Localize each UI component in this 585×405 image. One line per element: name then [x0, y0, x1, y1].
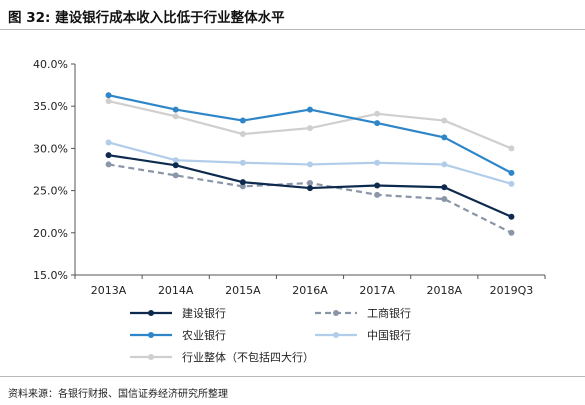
chart-area: 15.0% 20.0% 25.0% 30.0% 35.0% 40.0% 2013A 2014A…: [0, 30, 585, 375]
line-chart: 15.0% 20.0% 25.0% 30.0% 35.0% 40.0% 2013A 2014A…: [33, 58, 546, 364]
y-tick-label: 15.0%: [33, 269, 68, 282]
data-point: [441, 196, 448, 203]
source-note: 资料来源：各银行财报、国信证券经济研究所整理: [8, 389, 228, 400]
data-point: [239, 117, 246, 124]
data-point: [307, 180, 313, 187]
legend-swatch-marker: [148, 310, 154, 316]
data-point: [307, 185, 313, 192]
figure-title-bar: 图 32: 建设银行成本收入比低于行业整体水平: [0, 0, 585, 30]
source-divider: [0, 376, 585, 377]
data-point: [374, 110, 381, 117]
x-tick-label: 2018A: [427, 284, 463, 297]
data-point: [239, 159, 246, 166]
x-tick-label: 2016A: [292, 284, 328, 297]
legend-label: 中国银行: [367, 328, 411, 342]
data-point: [441, 117, 448, 124]
data-point: [239, 179, 246, 186]
data-point: [307, 106, 313, 113]
legend-label: 工商银行: [367, 306, 411, 320]
y-tick-label: 30.0%: [33, 142, 68, 155]
legend-label: 建设银行: [182, 306, 226, 320]
data-point: [172, 113, 179, 120]
data-point: [172, 106, 179, 113]
x-tick-label: 2019Q3: [490, 284, 534, 297]
legend-swatch-marker: [333, 332, 339, 338]
legend-label: 农业银行: [182, 328, 226, 342]
data-point: [508, 145, 515, 152]
data-point: [441, 134, 448, 141]
data-point: [172, 157, 179, 164]
data-point: [307, 125, 313, 132]
series-line: [108, 163, 512, 234]
data-point: [441, 184, 448, 191]
data-point: [441, 161, 448, 168]
data-point: [105, 92, 112, 99]
data-point: [374, 182, 381, 189]
legend-label: 行业整体（不包括四大行）: [182, 350, 314, 364]
data-point: [374, 120, 381, 127]
data-point: [172, 172, 179, 179]
data-point: [508, 229, 515, 236]
data-point: [239, 183, 246, 190]
data-point: [105, 152, 112, 159]
data-point: [508, 180, 515, 187]
data-point: [307, 161, 313, 168]
data-point: [374, 159, 381, 166]
data-point: [105, 161, 112, 168]
x-tick-label: 2015A: [225, 284, 261, 297]
x-tick-label: 2013A: [91, 284, 127, 297]
legend-swatch-marker: [333, 310, 339, 316]
data-point: [508, 213, 515, 220]
data-point: [374, 191, 381, 198]
data-point: [239, 131, 246, 138]
legend-swatch-marker: [148, 332, 154, 338]
data-point: [172, 162, 179, 169]
data-point: [508, 169, 515, 176]
y-tick-label: 20.0%: [33, 227, 68, 240]
x-tick-label: 2014A: [158, 284, 194, 297]
x-tick-label: 2017A: [359, 284, 395, 297]
y-tick-label: 35.0%: [33, 100, 68, 113]
legend-swatch-marker: [148, 354, 154, 360]
data-point: [105, 139, 112, 146]
figure-title: 图 32: 建设银行成本收入比低于行业整体水平: [8, 10, 285, 26]
y-tick-label: 25.0%: [33, 185, 68, 198]
data-point: [105, 98, 112, 105]
y-tick-label: 40.0%: [33, 58, 68, 71]
